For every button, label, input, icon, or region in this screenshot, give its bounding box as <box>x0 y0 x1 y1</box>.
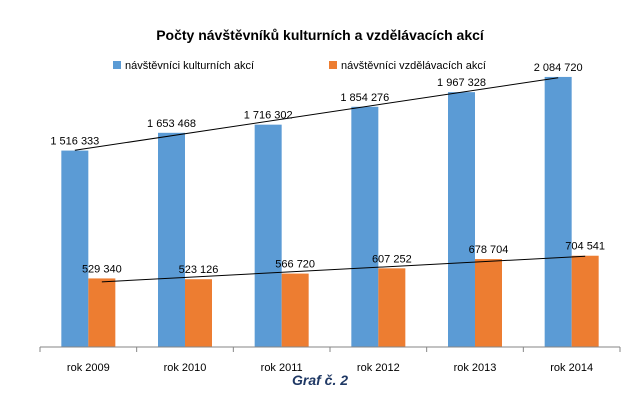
data-label-education-3: 607 252 <box>372 253 412 265</box>
bar-culture-3 <box>351 106 379 347</box>
data-label-culture-2: 1 716 302 <box>244 110 293 122</box>
bar-culture-0 <box>61 150 89 347</box>
x-tick-label-4: rok 2013 <box>454 362 497 372</box>
x-tick-label-2: rok 2011 <box>261 362 303 372</box>
data-labels-group: 1 516 333 529 340 1 653 468 523 126 1 716 30… <box>50 62 605 276</box>
trendlines-group <box>74 77 586 283</box>
bar-education-0 <box>88 278 116 347</box>
chart-title: Počty návštěvníků kulturních a vzdělávac… <box>156 27 485 43</box>
x-tick-label-5: rok 2014 <box>550 362 593 372</box>
figure-caption: Graf č. 2 <box>291 372 349 388</box>
trendline-culture <box>74 77 559 151</box>
bar-education-5 <box>571 255 599 347</box>
bar-culture-2 <box>254 124 282 347</box>
bar-culture-5 <box>544 76 572 348</box>
legend-swatch-education <box>329 61 337 69</box>
data-label-education-1: 523 126 <box>179 264 219 276</box>
data-label-education-5: 704 541 <box>565 241 605 253</box>
bar-education-4 <box>475 259 502 347</box>
x-axis-ticks: rok 2009 rok 2010 rok 2011 rok 2012 rok 2013… <box>39 347 621 372</box>
data-label-culture-1: 1 653 468 <box>147 118 196 130</box>
trendline-education <box>101 255 586 283</box>
x-tick-label-0: rok 2009 <box>67 362 110 372</box>
data-label-education-0: 529 340 <box>82 263 122 275</box>
bar-chart: Počty návštěvníků kulturních a vzdělávac… <box>39 27 621 372</box>
data-label-culture-3: 1 854 276 <box>340 92 389 104</box>
bar-education-3 <box>378 268 406 347</box>
data-label-culture-4: 1 967 328 <box>437 77 486 89</box>
legend-label-culture: návštěvníci kulturních akcí <box>125 60 254 72</box>
legend-swatch-culture <box>113 61 121 69</box>
legend-label-education: návštěvníci vzdělávacích akcí <box>341 60 486 72</box>
x-tick-label-1: rok 2010 <box>164 362 207 372</box>
data-label-education-2: 566 720 <box>275 259 315 271</box>
data-label-culture-0: 1 516 333 <box>50 136 99 148</box>
bar-culture-1 <box>158 132 185 347</box>
bar-education-2 <box>281 273 309 347</box>
x-tick-label-3: rok 2012 <box>357 362 400 372</box>
bar-culture-4 <box>448 92 475 347</box>
bars-group <box>61 76 599 348</box>
legend: návštěvníci kulturních akcí návštěvníci … <box>113 60 486 72</box>
data-label-culture-5: 2 084 720 <box>534 62 583 74</box>
bar-education-1 <box>185 279 212 347</box>
data-label-education-4: 678 704 <box>469 244 509 256</box>
